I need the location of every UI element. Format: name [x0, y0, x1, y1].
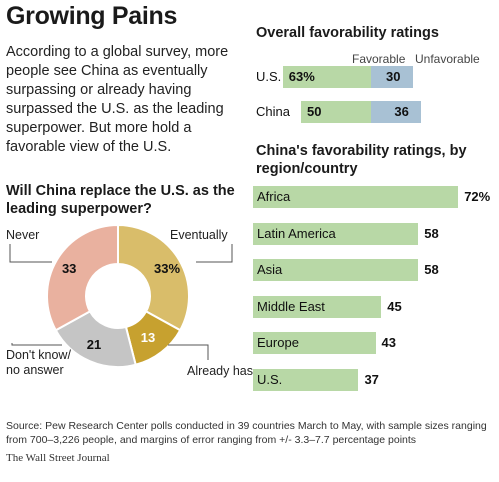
region-bar	[253, 368, 359, 391]
publisher-credit: The Wall Street Journal	[6, 452, 110, 464]
pie-label-never: Never	[6, 228, 40, 242]
pie-slice-eventually	[117, 223, 190, 332]
region-bar	[253, 222, 419, 245]
region-label: Asia	[257, 262, 283, 277]
region-value: 58	[424, 225, 439, 241]
favorable-value: 63%	[288, 69, 315, 84]
pie-value: 21	[86, 337, 102, 353]
leader-never	[9, 244, 52, 263]
favorability-title: Overall favorability ratings	[256, 25, 439, 41]
region-bar	[253, 186, 459, 208]
legend-favorable: Favorable	[352, 52, 406, 66]
unfavorable-value: 36	[394, 104, 409, 119]
pie-slice-dont-know	[54, 310, 137, 368]
region-label: Middle East	[257, 298, 325, 314]
legend-unfavorable: Unfavorable	[415, 52, 480, 66]
favorable-bar	[282, 66, 371, 88]
region-bar	[253, 259, 419, 281]
pie-label-eventually: Eventually	[170, 228, 228, 242]
region-bar	[253, 295, 382, 318]
pie-value: 13	[140, 330, 156, 346]
region-label: Africa	[257, 189, 291, 204]
source-note: Source: Pew Research Center polls conduc…	[6, 420, 487, 446]
pie-title: Will China replace the U.S. as the leadi…	[6, 183, 235, 217]
headline: Growing Pains	[6, 2, 178, 30]
region-title: China's favorability ratings, by region/…	[256, 143, 467, 177]
region-value: 43	[381, 335, 397, 350]
unfavorable-bar	[371, 101, 422, 123]
pie-value: 33%	[154, 260, 181, 276]
pie-value: 33	[61, 260, 77, 276]
pie-slice-never	[46, 223, 119, 332]
leader-already-has	[168, 344, 209, 360]
favorable-bar	[301, 101, 371, 123]
region-bar	[253, 332, 376, 354]
region-value: 58	[424, 262, 439, 277]
favorable-value: 50	[307, 104, 322, 119]
region-value: 45	[387, 298, 402, 314]
favorability-category-label: China	[256, 104, 290, 119]
unfavorable-value: 30	[386, 69, 401, 84]
favorability-category-label: U.S.	[256, 69, 282, 84]
leader-dont-know	[11, 343, 62, 346]
leader-eventually	[196, 244, 233, 263]
unfavorable-bar	[371, 66, 413, 88]
region-value: 37	[364, 371, 379, 387]
region-label: Latin America	[257, 225, 336, 241]
region-label: U.S.	[257, 371, 283, 387]
pie-label-already-has: Already has	[187, 364, 254, 378]
pie-label-dont-know: Don't know/ no answer	[6, 348, 71, 377]
region-value: 72%	[464, 189, 491, 204]
intro-text: According to a global survey, more peopl…	[6, 44, 229, 155]
region-label: Europe	[257, 335, 299, 350]
